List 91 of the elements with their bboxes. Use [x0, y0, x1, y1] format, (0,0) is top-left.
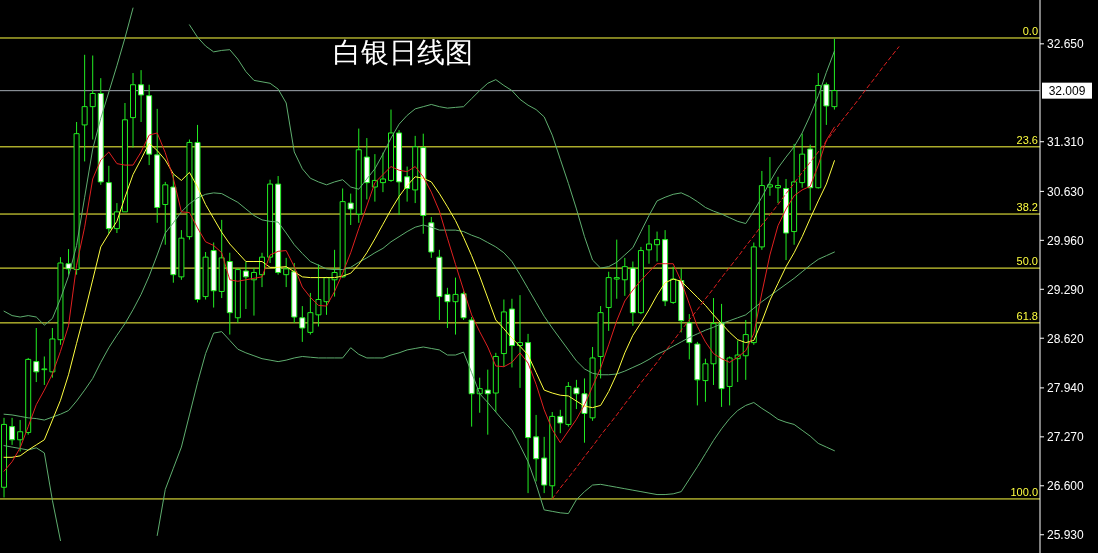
candlestick: [178, 229, 185, 281]
y-tick-label: 28.620: [1047, 331, 1085, 346]
y-tick-label: 30.630: [1047, 184, 1085, 199]
annotation: 38.2: [1016, 201, 1038, 214]
candlestick: [347, 193, 354, 226]
candlestick: [420, 133, 427, 235]
candlestick: [154, 108, 161, 224]
candlestick: [25, 357, 32, 436]
candlestick: [517, 294, 523, 389]
candlestick: [533, 414, 540, 482]
candlestick: [750, 242, 757, 346]
y-tick-label: 25.930: [1047, 528, 1085, 543]
candlestick: [508, 298, 515, 368]
candlestick: [97, 77, 104, 186]
y-tick-label: 29.960: [1047, 233, 1085, 248]
candlestick: [541, 436, 548, 494]
y-tick-label: 26.600: [1047, 479, 1085, 494]
candlestick: [363, 137, 370, 200]
annotation: 50.0: [1016, 255, 1038, 268]
candlestick: [500, 299, 507, 368]
candlestick: [355, 128, 362, 224]
line-series: [3, 192, 835, 421]
line-series: [188, 24, 835, 269]
candlestick: [670, 266, 677, 305]
annotation: 0.0: [1022, 24, 1038, 37]
candlestick: [799, 133, 806, 189]
candlestick: [1, 417, 8, 498]
candlestick: [226, 252, 233, 336]
candlestick: [242, 261, 249, 310]
y-tick-label: 32.650: [1047, 37, 1085, 52]
candlestick: [621, 257, 628, 297]
candlestick: [162, 181, 169, 246]
candlestick: [33, 327, 40, 383]
candlestick: [678, 268, 685, 333]
line-series: [3, 445, 61, 542]
candlestick: [299, 305, 306, 343]
ref-line-label: 32.009: [1048, 84, 1086, 99]
candlestick: [549, 411, 556, 500]
candlestick: [234, 267, 241, 324]
candlestick: [629, 261, 636, 327]
y-tick-label: 29.290: [1047, 282, 1085, 297]
candlestick: [41, 355, 48, 386]
candlestick: [275, 175, 282, 276]
candlestick: [597, 305, 604, 379]
line-series: [3, 7, 134, 326]
candlestick: [645, 224, 652, 265]
candlestick: [758, 170, 765, 251]
y-tick-label: 31.310: [1047, 135, 1085, 150]
candlestick: [662, 229, 669, 307]
y-tick-label: 27.940: [1047, 381, 1085, 396]
candlestick: [468, 316, 475, 428]
candlestick: [412, 135, 419, 204]
candlestick: [218, 219, 225, 299]
candlestick: [267, 179, 274, 264]
candlestick: [605, 271, 612, 332]
candlestick: [654, 231, 661, 263]
candlestick: [388, 109, 395, 183]
candlestick: [138, 69, 145, 123]
annotation: 100.0: [1010, 485, 1038, 498]
candlestick: [170, 174, 177, 284]
candlestick: [783, 178, 790, 261]
candlestick: [81, 54, 88, 162]
candlestick: [379, 152, 386, 193]
candlestick: [428, 216, 435, 259]
candlestick: [250, 267, 257, 317]
candlestick: [283, 257, 290, 288]
candlestick: [17, 419, 24, 452]
candlestick: [130, 72, 137, 149]
candlestick: [613, 239, 620, 300]
candlestick: [774, 176, 781, 204]
candlestick: [492, 352, 499, 413]
candlestick: [121, 102, 128, 213]
candlestick: [89, 55, 96, 141]
candlestick: [815, 72, 822, 189]
text: 白银日线图: [333, 37, 473, 68]
candlestick: [396, 129, 403, 216]
candlestick: [637, 246, 644, 315]
candlestick: [525, 333, 532, 494]
annotation: 23.6: [1016, 133, 1038, 146]
candlestick: [557, 409, 564, 434]
candlestick: [791, 143, 798, 246]
candlestick: [766, 156, 773, 197]
line-series: [156, 331, 835, 536]
y-tick-label: 27.270: [1047, 430, 1085, 445]
candlestick: [9, 417, 16, 446]
annotation: 61.8: [1016, 309, 1038, 322]
candlestick: [686, 313, 693, 360]
candlestick: [291, 262, 298, 324]
candlestick: [484, 369, 491, 436]
candlestick: [146, 84, 153, 166]
candlestick: [105, 165, 112, 235]
